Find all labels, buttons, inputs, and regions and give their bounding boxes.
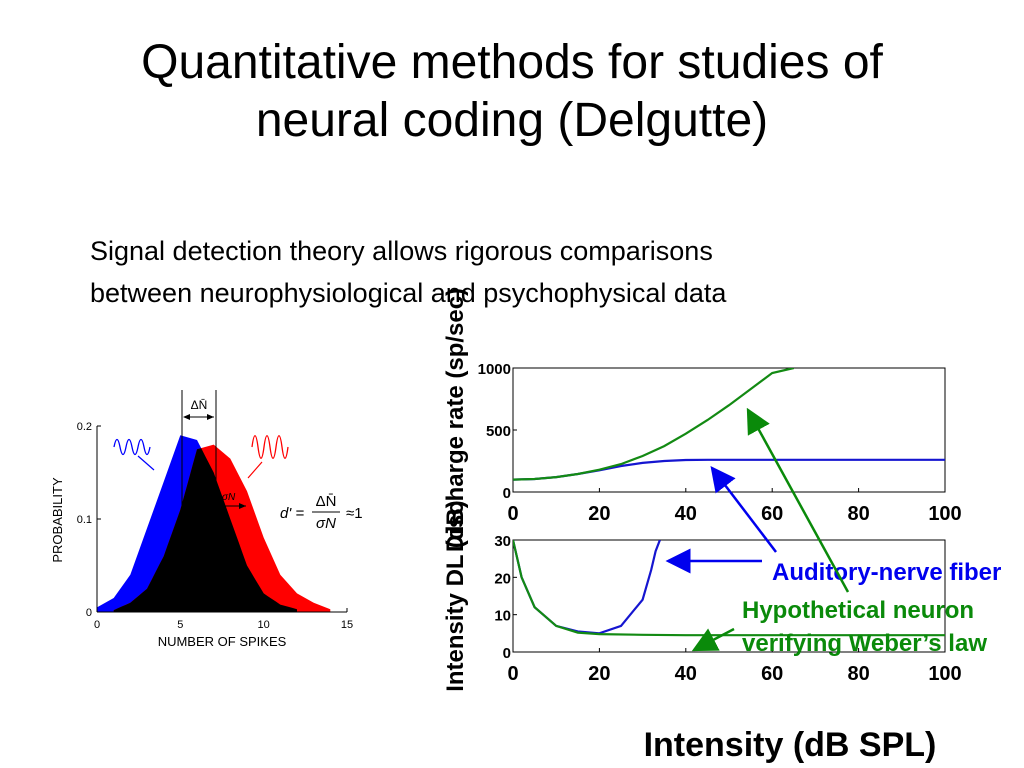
c3-ticks-y-tick-label: 20 bbox=[494, 570, 511, 587]
weber-label-line-1: Hypothetical neuron bbox=[742, 597, 974, 624]
c3-ticks-x-tick-label: 100 bbox=[928, 663, 961, 685]
weber-arrow-bottom bbox=[691, 627, 735, 652]
auditory-nerve-arrow-top bbox=[710, 466, 777, 553]
discharge-rate-weber-line bbox=[513, 368, 795, 481]
signal-wave-icon bbox=[251, 435, 289, 459]
dprime-denominator: σN bbox=[316, 515, 336, 532]
slide-subtitle: Signal detection theory allows rigorous … bbox=[90, 230, 990, 314]
c3-ticks-y-tick-label: 0 bbox=[503, 645, 511, 662]
spike-chart-x-tick-label: 15 bbox=[341, 619, 353, 631]
slide-title-line-1: Quantitative methods for studies of bbox=[141, 36, 883, 89]
spike-chart-x-tick-label: 5 bbox=[177, 619, 183, 631]
delta-n-label: ΔN̄ bbox=[191, 398, 208, 412]
spike-chart-y-tick-label: 0.2 bbox=[77, 421, 92, 433]
spike-chart-xlabel: NUMBER OF SPIKES bbox=[158, 634, 287, 649]
spike-chart-y-tick-label: 0 bbox=[86, 607, 92, 619]
c2-ticks-x-tick-label: 80 bbox=[847, 503, 869, 525]
c3-ticks-y-tick-label: 10 bbox=[494, 608, 511, 625]
noise-wave-pointer bbox=[137, 455, 155, 471]
spike-chart-axes: 0 5 10 15 0 0.1 0.2 bbox=[77, 421, 353, 631]
intensity-dl-chart: 0 20 40 60 80 100 0 10 20 30 Intensity DL (dB) In… bbox=[442, 407, 1001, 764]
c3-ticks-x-tick-label: 60 bbox=[761, 663, 783, 685]
sigma-n-label: σN bbox=[222, 492, 236, 503]
spike-chart-x-tick-label: 10 bbox=[258, 619, 270, 631]
weber-label-line-2: verifying Weber’s law bbox=[742, 630, 987, 657]
c3-ticks-x-tick-label: 80 bbox=[847, 663, 869, 685]
c2-ticks-x-tick-label: 60 bbox=[761, 503, 783, 525]
intensity-dl-auditory-nerve-line bbox=[513, 540, 661, 635]
c3-ticks-y-tick-label: 30 bbox=[494, 533, 511, 550]
spike-distribution-chart: 0 5 10 15 0 0.1 0.2 NUMBER OF SPIKES PROBABILI… bbox=[50, 390, 363, 649]
signal-wave-pointer bbox=[247, 461, 263, 479]
noise-wave-icon bbox=[113, 438, 151, 456]
intensity-dl-ylabel: Intensity DL (dB) bbox=[442, 500, 469, 692]
c2-ticks-x-tick-label: 40 bbox=[675, 503, 697, 525]
discharge-rate-auditory-nerve-line bbox=[513, 458, 945, 481]
c2-ticks-y-tick-label: 500 bbox=[486, 423, 511, 440]
dprime-numerator: ΔN̄ bbox=[316, 493, 337, 510]
c2-ticks-y-tick-label: 0 bbox=[503, 485, 511, 502]
c3-ticks-x-tick-label: 40 bbox=[675, 663, 697, 685]
c2-ticks-x-tick-label: 0 bbox=[507, 503, 518, 525]
slide-title: Quantitative methods for studies of neur… bbox=[40, 34, 984, 150]
discharge-rate-ylabel: Discharge rate (sp/sec) bbox=[442, 288, 469, 552]
dprime-rhs: ≈1 bbox=[346, 505, 363, 522]
c3-ticks-x-tick-label: 20 bbox=[588, 663, 610, 685]
c2-ticks-y-tick-label: 1000 bbox=[478, 361, 511, 378]
auditory-nerve-label: Auditory-nerve fiber bbox=[772, 559, 1001, 586]
slide-subtitle-line-1: Signal detection theory allows rigorous … bbox=[90, 236, 713, 266]
intensity-dl-plot-frame bbox=[512, 539, 946, 653]
intensity-dl-weber-line bbox=[513, 540, 945, 637]
c3-ticks-x-tick-label: 0 bbox=[507, 663, 518, 685]
overlap-distribution-area bbox=[113, 448, 297, 612]
weber-arrow-top bbox=[746, 407, 850, 593]
dprime-lhs: d' = bbox=[280, 505, 304, 522]
c2-ticks-x-tick-label: 100 bbox=[928, 503, 961, 525]
spike-chart-ylabel: PROBABILITY bbox=[50, 477, 65, 563]
spike-chart-y-tick-label: 0.1 bbox=[77, 514, 92, 526]
spike-chart-x-tick-label: 0 bbox=[94, 619, 100, 631]
slide-subtitle-line-2: between neurophysiological and psychophy… bbox=[90, 278, 727, 308]
slide-title-line-2: neural coding (Delgutte) bbox=[255, 94, 769, 147]
intensity-dl-axes: 0 20 40 60 80 100 0 10 20 30 bbox=[494, 533, 961, 685]
c2-ticks-x-tick-label: 20 bbox=[588, 503, 610, 525]
intensity-xlabel: Intensity (dB SPL) bbox=[644, 726, 937, 764]
